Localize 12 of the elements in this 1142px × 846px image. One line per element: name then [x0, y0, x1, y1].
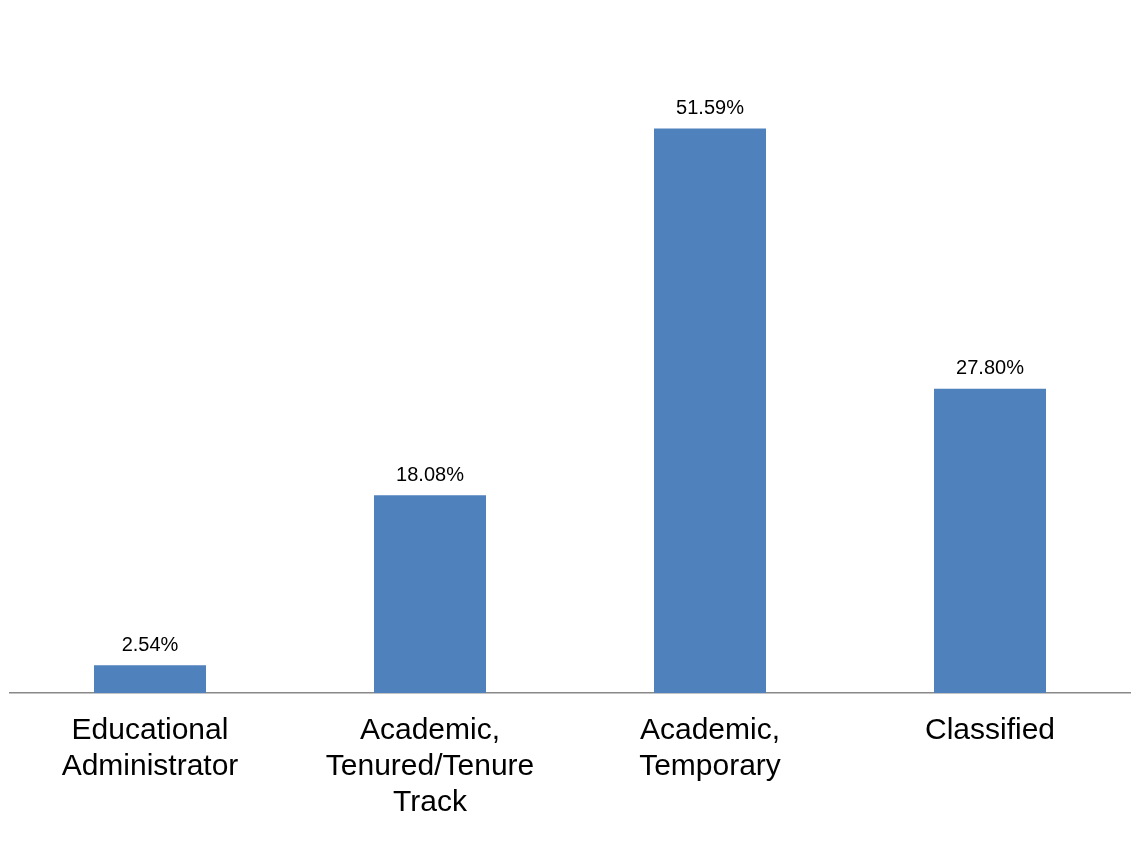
x-tick-label: Classified [924, 712, 1056, 746]
x-tick-label: Academic, Tenured/Tenure Track [325, 712, 535, 818]
data-label: 18.08% [396, 462, 465, 485]
data-label: 2.54% [121, 632, 179, 655]
data-label: 27.80% [956, 356, 1025, 379]
bar [94, 665, 206, 693]
bar [654, 128, 766, 693]
x-tick-label: Academic, Temporary [639, 712, 781, 782]
bar [374, 495, 486, 693]
x-tick-label: Educational Administrator [61, 712, 239, 782]
bar [934, 388, 1046, 693]
data-label: 51.59% [676, 96, 745, 119]
